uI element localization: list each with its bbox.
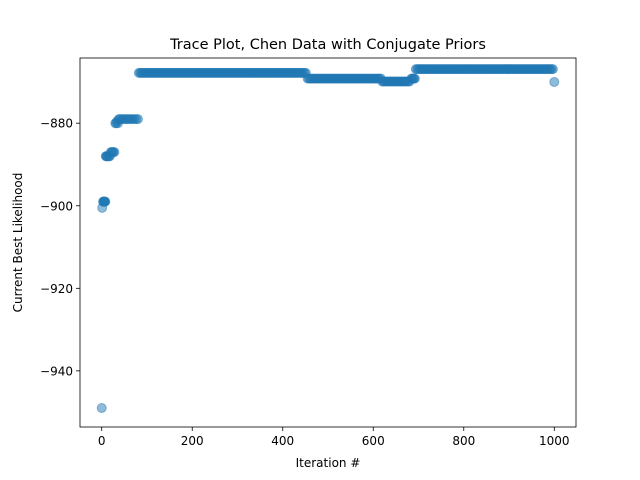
y-tick-label: −920 xyxy=(40,282,73,296)
y-tick-label: −940 xyxy=(40,364,73,378)
x-tick-label: 600 xyxy=(362,434,385,448)
data-point xyxy=(547,64,558,75)
chart-title: Trace Plot, Chen Data with Conjugate Pri… xyxy=(169,37,486,53)
data-point xyxy=(96,403,107,414)
x-tick-label: 0 xyxy=(98,434,106,448)
x-tick-label: 400 xyxy=(271,434,294,448)
y-axis-ticks: −940 −920 −900 −880 xyxy=(40,117,80,378)
x-tick-label: 800 xyxy=(452,434,475,448)
y-tick-label: −880 xyxy=(40,117,73,131)
plot-area-frame xyxy=(79,57,577,428)
x-tick-label: 1000 xyxy=(539,434,570,448)
data-points xyxy=(96,64,560,414)
x-axis-ticks: 0 200 400 600 800 1000 xyxy=(98,427,570,448)
data-point xyxy=(409,73,420,84)
y-tick-label: −900 xyxy=(40,199,73,213)
data-point xyxy=(100,196,111,207)
data-point xyxy=(132,114,143,125)
y-axis-label: Current Best Likelihood xyxy=(11,173,25,313)
data-point xyxy=(109,147,120,158)
x-axis-label: Iteration # xyxy=(296,456,361,470)
data-point xyxy=(549,76,560,87)
x-tick-label: 200 xyxy=(181,434,204,448)
